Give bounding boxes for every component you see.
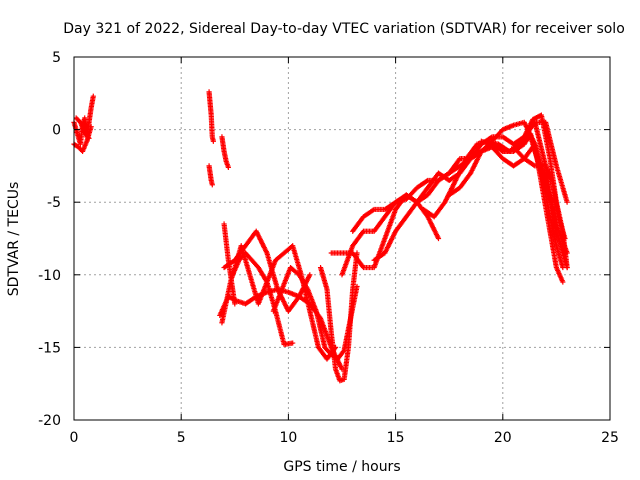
point-marks — [206, 89, 216, 144]
axis-ticks: 0 5 10 15 20 25 -20 -15 -10 -5 0 5 — [38, 50, 619, 446]
point-marks — [221, 221, 238, 307]
y-tick-label: -5 — [47, 195, 61, 211]
chart-title: Day 321 of 2022, Sidereal Day-to-day VTE… — [63, 21, 625, 37]
y-tick-label: 5 — [52, 50, 61, 66]
y-tick-label: -10 — [38, 268, 61, 284]
series-arc-f — [219, 134, 231, 170]
x-tick-label: 15 — [387, 430, 405, 446]
series-arc-16 — [510, 144, 568, 242]
series-arc-7 — [317, 250, 360, 384]
x-tick-label: 5 — [177, 430, 186, 446]
series-arc-a — [71, 93, 96, 147]
y-tick-label: -20 — [38, 413, 61, 429]
series-arc-11 — [371, 119, 570, 271]
x-tick-label: 0 — [70, 430, 79, 446]
point-marks — [71, 93, 96, 147]
series-arc-e — [206, 163, 215, 188]
point-marks — [73, 115, 92, 141]
series-arc-c — [73, 115, 92, 141]
point-marks — [219, 134, 231, 170]
y-axis-label: SDTVAR / TECUs — [6, 182, 22, 297]
series-arc-5 — [221, 221, 238, 307]
data-points — [71, 89, 570, 384]
series-arc-4 — [230, 250, 296, 348]
x-tick-label: 20 — [494, 430, 512, 446]
point-marks — [317, 250, 360, 384]
x-axis-label: GPS time / hours — [283, 459, 400, 475]
x-tick-label: 25 — [601, 430, 619, 446]
point-marks — [510, 144, 568, 242]
point-marks — [206, 163, 215, 188]
plot-frame — [73, 56, 611, 421]
grid-lines — [74, 57, 610, 420]
series-arc-d — [206, 89, 216, 144]
x-tick-label: 10 — [279, 430, 297, 446]
y-tick-label: 0 — [52, 123, 61, 139]
point-marks — [230, 250, 296, 348]
point-marks — [371, 119, 570, 271]
y-tick-label: -15 — [38, 340, 61, 356]
